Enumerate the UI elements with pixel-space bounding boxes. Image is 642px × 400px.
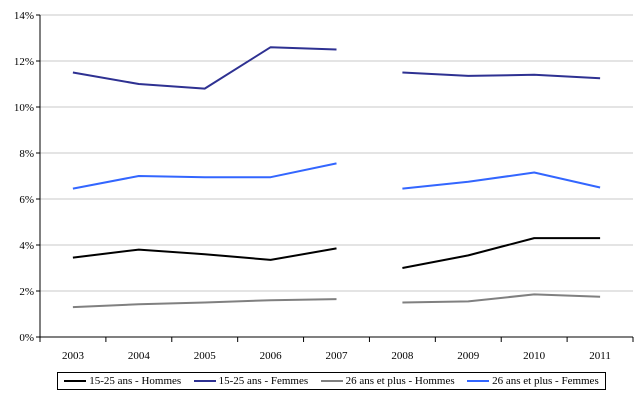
series-lines [72, 46, 601, 309]
y-tick-label-2: 4% [19, 240, 34, 252]
series-0-line-1 [402, 237, 601, 269]
grid-lines [40, 14, 633, 292]
x-tick-label-0: 2003 [62, 350, 85, 362]
x-tick-label-6: 2009 [457, 350, 480, 362]
axes [39, 15, 633, 338]
series-3-line-1 [402, 171, 601, 190]
x-tick-label-4: 2007 [326, 350, 349, 362]
legend-item-2: 26 ans et plus - Hommes [320, 375, 455, 387]
y-tick-label-0: 0% [19, 332, 34, 344]
series-1-line-0 [72, 46, 337, 90]
legend-label-3: 26 ans et plus - Femmes [492, 375, 599, 387]
legend-item-0: 15-25 ans - Hommes [64, 375, 181, 387]
series-2-line-1 [402, 293, 601, 304]
y-tick-label-1: 2% [19, 286, 34, 298]
y-tick-label-4: 8% [19, 148, 34, 160]
legend-item-1: 15-25 ans - Femmes [193, 375, 309, 387]
x-tick-label-1: 2004 [128, 350, 151, 362]
x-tick-label-3: 2006 [260, 350, 283, 362]
legend-swatch-1 [193, 380, 216, 382]
legend-label-1: 15-25 ans - Femmes [218, 375, 309, 387]
series-2-line-0 [72, 298, 337, 309]
x-axis-ticks: 2003 2004 2005 2006 2007 2008 2009 2010 2011 [39, 337, 634, 362]
x-tick-label-7: 2010 [523, 350, 546, 362]
series-1-line-1 [402, 71, 601, 80]
x-tick-label-5: 2008 [391, 350, 414, 362]
x-tick-label-8: 2011 [589, 350, 611, 362]
y-tick-label-5: 10% [14, 102, 34, 114]
legend-swatch-3 [467, 380, 490, 382]
legend-item-3: 26 ans et plus - Femmes [467, 375, 599, 387]
legend: 15-25 ans - Hommes 15-25 ans - Femmes 26… [57, 372, 606, 390]
legend-label-2: 26 ans et plus - Hommes [345, 375, 455, 387]
legend-swatch-2 [320, 380, 343, 382]
y-tick-label-7: 14% [14, 10, 34, 22]
x-tick-label-2: 2005 [194, 350, 217, 362]
y-tick-label-3: 6% [19, 194, 34, 206]
series-0-line-0 [72, 247, 337, 261]
legend-label-0: 15-25 ans - Hommes [89, 375, 182, 387]
legend-swatch-0 [64, 380, 87, 382]
y-axis-ticks: 0% 2% 4% 6% 8% 10% 12% 14% [14, 10, 40, 344]
series-3-line-0 [72, 162, 337, 190]
y-tick-label-6: 12% [14, 56, 34, 68]
